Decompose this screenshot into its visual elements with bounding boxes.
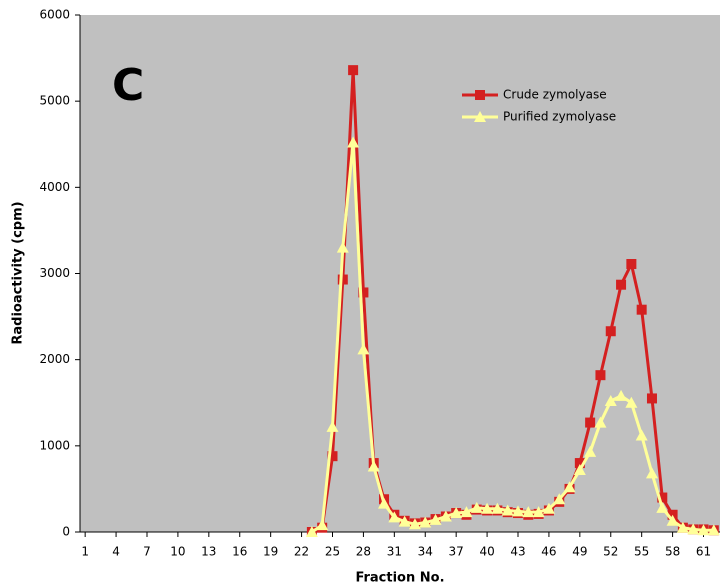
y-tick-label: 6000 bbox=[39, 8, 70, 22]
x-tick-label: 16 bbox=[232, 545, 247, 559]
data-point bbox=[676, 521, 689, 533]
x-tick-label: 28 bbox=[356, 545, 371, 559]
data-point bbox=[635, 429, 648, 441]
legend-label: Purified zymolyase bbox=[503, 110, 616, 124]
data-point bbox=[481, 502, 494, 514]
data-point bbox=[470, 501, 483, 513]
data-point bbox=[697, 524, 710, 536]
data-point bbox=[501, 504, 514, 516]
x-tick-label: 1 bbox=[81, 545, 89, 559]
data-point bbox=[542, 502, 555, 514]
data-point bbox=[574, 458, 585, 469]
y-tick-label: 5000 bbox=[39, 94, 70, 108]
data-point bbox=[645, 467, 658, 479]
data-point bbox=[595, 370, 606, 381]
x-tick-label: 61 bbox=[696, 545, 711, 559]
data-point bbox=[398, 515, 411, 527]
data-point bbox=[616, 279, 627, 290]
data-point bbox=[336, 241, 349, 253]
x-axis-title: Fraction No. bbox=[355, 571, 444, 586]
y-tick-label: 3000 bbox=[39, 266, 70, 280]
data-point bbox=[532, 506, 545, 518]
data-point bbox=[348, 65, 359, 76]
data-point bbox=[305, 526, 318, 537]
data-point bbox=[327, 451, 338, 462]
data-point bbox=[357, 343, 370, 355]
data-point bbox=[687, 523, 700, 535]
data-point bbox=[326, 420, 339, 432]
data-point bbox=[604, 395, 617, 407]
data-point bbox=[563, 481, 576, 493]
x-tick-label: 49 bbox=[572, 545, 587, 559]
data-point bbox=[657, 492, 668, 503]
data-point bbox=[636, 304, 647, 315]
data-point bbox=[615, 389, 628, 401]
series-line bbox=[311, 142, 714, 534]
x-tick-label: 10 bbox=[170, 545, 185, 559]
x-tick-label: 58 bbox=[665, 545, 680, 559]
data-point bbox=[347, 136, 360, 148]
x-tick-label: 40 bbox=[479, 545, 494, 559]
data-point bbox=[450, 507, 463, 519]
data-point bbox=[419, 516, 432, 528]
x-tick-label: 46 bbox=[541, 545, 556, 559]
x-tick-label: 43 bbox=[510, 545, 525, 559]
data-point bbox=[605, 326, 616, 337]
data-point bbox=[358, 287, 369, 298]
data-point bbox=[460, 506, 473, 518]
data-point bbox=[594, 416, 607, 428]
x-tick-label: 4 bbox=[112, 545, 120, 559]
data-point bbox=[656, 501, 669, 513]
legend-marker bbox=[474, 111, 486, 122]
data-point bbox=[408, 518, 421, 530]
x-tick-label: 37 bbox=[449, 545, 464, 559]
y-tick-label: 0 bbox=[62, 525, 70, 539]
x-tick-label: 31 bbox=[387, 545, 402, 559]
data-point bbox=[625, 396, 638, 408]
data-point bbox=[667, 509, 678, 520]
x-tick-label: 25 bbox=[325, 545, 340, 559]
data-point bbox=[584, 445, 597, 457]
data-point bbox=[573, 463, 586, 475]
x-tick-label: 22 bbox=[294, 545, 309, 559]
plot-area bbox=[80, 15, 720, 532]
data-point bbox=[666, 514, 679, 526]
x-tick-label: 19 bbox=[263, 545, 278, 559]
y-tick-label: 1000 bbox=[39, 438, 70, 452]
x-tick-label: 34 bbox=[418, 545, 433, 559]
data-point bbox=[491, 502, 504, 514]
x-tick-label: 13 bbox=[201, 545, 216, 559]
data-point bbox=[367, 460, 380, 472]
data-point bbox=[439, 510, 452, 522]
y-axis-title: Radioactivity (cpm) bbox=[11, 201, 26, 344]
legend-marker bbox=[475, 90, 485, 100]
data-point bbox=[429, 513, 442, 525]
data-point bbox=[337, 274, 348, 285]
data-point bbox=[646, 393, 657, 404]
data-point bbox=[626, 259, 637, 270]
panel-label: C bbox=[112, 60, 144, 111]
data-point bbox=[378, 497, 391, 509]
y-tick-label: 4000 bbox=[39, 180, 70, 194]
data-point bbox=[522, 506, 535, 518]
x-tick-label: 52 bbox=[603, 545, 618, 559]
data-point bbox=[388, 511, 401, 523]
x-tick-label: 55 bbox=[634, 545, 649, 559]
legend-label: Crude zymolyase bbox=[503, 88, 607, 102]
x-tick-label: 7 bbox=[143, 545, 151, 559]
data-point bbox=[512, 505, 525, 517]
data-point bbox=[553, 493, 566, 505]
data-point bbox=[585, 417, 596, 428]
data-point bbox=[707, 524, 720, 536]
y-tick-label: 2000 bbox=[39, 352, 70, 366]
data-point bbox=[316, 519, 329, 531]
